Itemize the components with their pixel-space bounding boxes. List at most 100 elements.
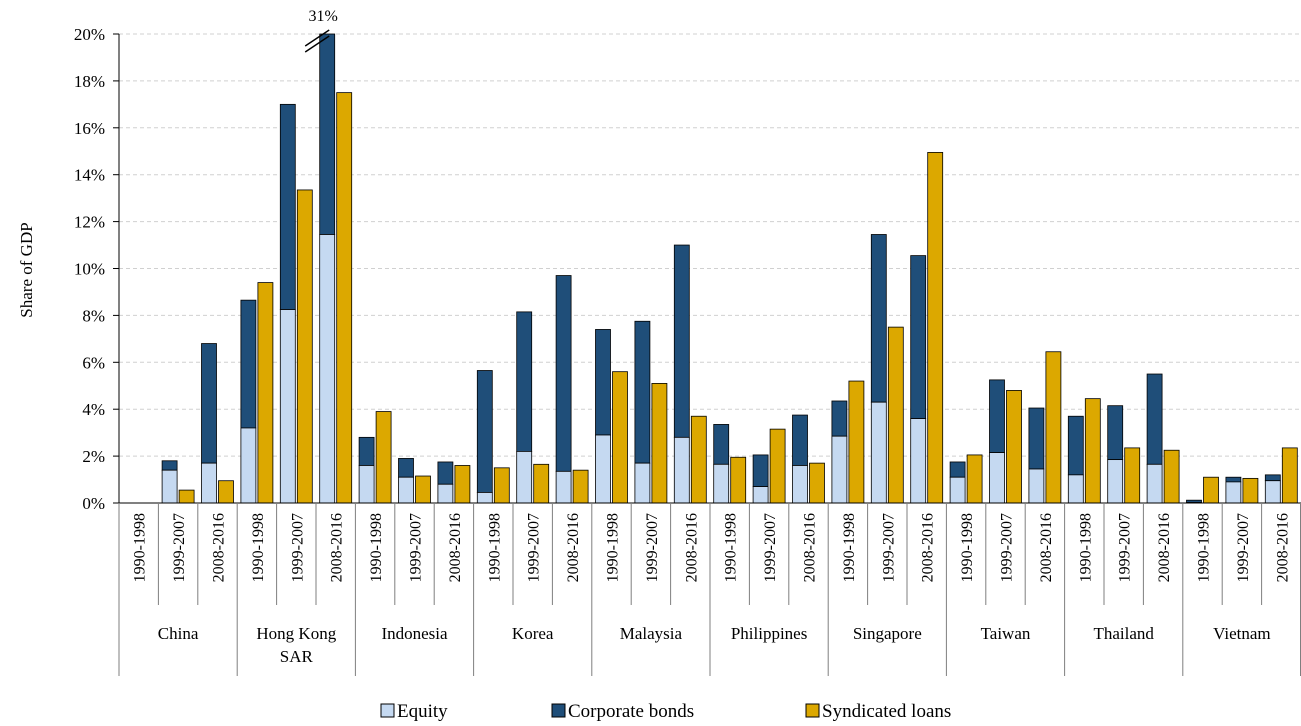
bar-corporate-bonds bbox=[1107, 405, 1124, 461]
x-tick-label: 1999-2007 bbox=[880, 513, 897, 582]
bar-syndicated-loans bbox=[1084, 398, 1101, 504]
gridlines bbox=[119, 33, 1301, 457]
bar-equity bbox=[673, 436, 690, 504]
group-label: Indonesia bbox=[381, 624, 448, 643]
axis-break-mark bbox=[304, 35, 330, 53]
bar-syndicated-loans bbox=[769, 428, 786, 504]
x-tick-label: 2008-2016 bbox=[1038, 513, 1055, 582]
x-tick-label: 1999-2007 bbox=[526, 513, 543, 582]
bar-syndicated-loans bbox=[1163, 449, 1180, 504]
x-tick-label: 1990-1998 bbox=[605, 513, 622, 582]
bar-syndicated-loans bbox=[454, 465, 471, 504]
bar-corporate-bonds bbox=[476, 370, 493, 493]
x-tick-label: 1999-2007 bbox=[289, 513, 306, 582]
x-tick-label: 1999-2007 bbox=[644, 513, 661, 582]
bar-equity bbox=[752, 486, 769, 504]
bar-syndicated-loans bbox=[1045, 351, 1062, 504]
bar-equity bbox=[319, 234, 336, 504]
bar-syndicated-loans bbox=[533, 463, 550, 504]
y-tick-label: 4% bbox=[82, 400, 105, 419]
bar-corporate-bonds bbox=[752, 454, 769, 487]
x-tick-label: 1990-1998 bbox=[1077, 513, 1094, 582]
axes bbox=[113, 33, 1301, 676]
bar-equity bbox=[989, 452, 1005, 504]
x-tick-label: 2008-2016 bbox=[802, 513, 819, 582]
bar-equity bbox=[831, 435, 848, 504]
x-tick-label: 1990-1998 bbox=[723, 513, 740, 582]
bar-corporate-bonds bbox=[161, 460, 178, 471]
bar-corporate-bonds bbox=[437, 461, 454, 485]
x-tick-label: 1990-1998 bbox=[250, 513, 267, 582]
x-tick-label: 1999-2007 bbox=[999, 513, 1016, 582]
bar-syndicated-loans bbox=[375, 411, 392, 504]
bar-equity bbox=[949, 476, 966, 504]
y-tick-label: 18% bbox=[74, 72, 105, 91]
bar-equity bbox=[1067, 474, 1084, 504]
bar-corporate-bonds bbox=[398, 458, 414, 478]
group-label: China bbox=[158, 624, 199, 643]
group-label: Malaysia bbox=[620, 624, 683, 643]
bar-equity bbox=[279, 309, 296, 504]
bar-corporate-bonds bbox=[949, 461, 966, 478]
y-tick-label: 6% bbox=[82, 353, 105, 372]
bar-corporate-bonds bbox=[1225, 476, 1242, 483]
y-axis-label: Share of GDP bbox=[17, 222, 36, 317]
bar-corporate-bonds bbox=[634, 320, 651, 464]
bar-syndicated-loans bbox=[296, 189, 313, 504]
y-tick-label: 16% bbox=[74, 119, 105, 138]
bar-equity bbox=[595, 434, 611, 504]
bar-syndicated-loans bbox=[336, 92, 353, 504]
bar-syndicated-loans bbox=[887, 326, 904, 504]
x-tick-label: 1999-2007 bbox=[1117, 513, 1134, 582]
bar-syndicated-loans bbox=[690, 415, 707, 504]
group-label: SAR bbox=[280, 647, 314, 666]
bar-syndicated-loans bbox=[927, 152, 944, 504]
y-tick-label: 0% bbox=[82, 494, 105, 513]
group-label: Hong Kong bbox=[256, 624, 336, 643]
bar-syndicated-loans bbox=[572, 469, 589, 504]
group-label: Vietnam bbox=[1213, 624, 1271, 643]
x-tick-label: 2008-2016 bbox=[447, 513, 464, 582]
bar-corporate-bonds bbox=[319, 33, 336, 235]
bar-corporate-bonds bbox=[989, 379, 1005, 453]
x-tick-label: 1999-2007 bbox=[762, 513, 779, 582]
group-label: Singapore bbox=[853, 624, 922, 643]
bar-corporate-bonds bbox=[279, 103, 296, 310]
x-tick-label: 1990-1998 bbox=[132, 513, 149, 582]
axis-break-mark bbox=[304, 29, 330, 47]
bar-corporate-bonds bbox=[831, 400, 848, 437]
bar-syndicated-loans bbox=[730, 456, 747, 504]
x-tick-label: 2008-2016 bbox=[683, 513, 700, 582]
break-annotation: 31% bbox=[309, 8, 338, 25]
x-tick-label: 1999-2007 bbox=[408, 513, 425, 582]
y-tick-label: 2% bbox=[82, 447, 105, 466]
x-tick-label: 2008-2016 bbox=[1274, 513, 1291, 582]
bar-equity bbox=[1146, 463, 1163, 504]
bar-syndicated-loans bbox=[1203, 476, 1219, 504]
y-tick-label: 12% bbox=[74, 213, 105, 232]
bar-equity bbox=[910, 418, 927, 504]
x-tick-label: 2008-2016 bbox=[211, 513, 228, 582]
x-tick-label: 1990-1998 bbox=[1196, 513, 1213, 582]
group-label: Taiwan bbox=[981, 624, 1031, 643]
legend-swatch-loans bbox=[805, 703, 820, 718]
bar-syndicated-loans bbox=[415, 475, 431, 504]
legend-swatch-equity bbox=[380, 703, 395, 718]
bar-syndicated-loans bbox=[1281, 447, 1298, 504]
bar-equity bbox=[201, 462, 217, 504]
bar-equity bbox=[634, 462, 651, 504]
bar-syndicated-loans bbox=[809, 462, 825, 504]
bar-equity bbox=[161, 469, 178, 504]
bar-corporate-bonds bbox=[910, 255, 927, 419]
legend-label-loans: Syndicated loans bbox=[822, 701, 951, 722]
bar-syndicated-loans bbox=[178, 489, 195, 504]
legend-swatch-bonds bbox=[551, 703, 566, 718]
bar-corporate-bonds bbox=[1264, 474, 1281, 482]
bar-corporate-bonds bbox=[240, 299, 257, 429]
bar-equity bbox=[1107, 459, 1124, 504]
bar-syndicated-loans bbox=[848, 380, 865, 504]
labels: 0% 2% 4% 6% 8% 10% 12% 14% 16% 18% 20% 1990-1998 199… bbox=[74, 8, 1291, 666]
legend: Equity Corporate bonds Syndicated loans bbox=[380, 701, 951, 722]
